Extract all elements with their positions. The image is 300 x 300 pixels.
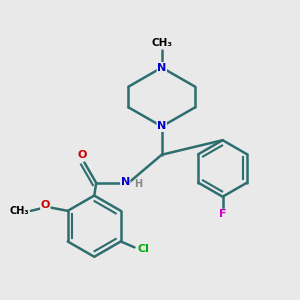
Text: O: O — [41, 200, 50, 210]
Text: CH₃: CH₃ — [151, 38, 172, 48]
Text: Cl: Cl — [137, 244, 149, 254]
Text: F: F — [219, 209, 226, 219]
Text: H: H — [134, 179, 142, 189]
Text: N: N — [121, 177, 130, 187]
Text: O: O — [78, 150, 87, 160]
Text: N: N — [157, 63, 167, 73]
Text: CH₃: CH₃ — [9, 206, 29, 216]
Text: N: N — [157, 122, 167, 131]
